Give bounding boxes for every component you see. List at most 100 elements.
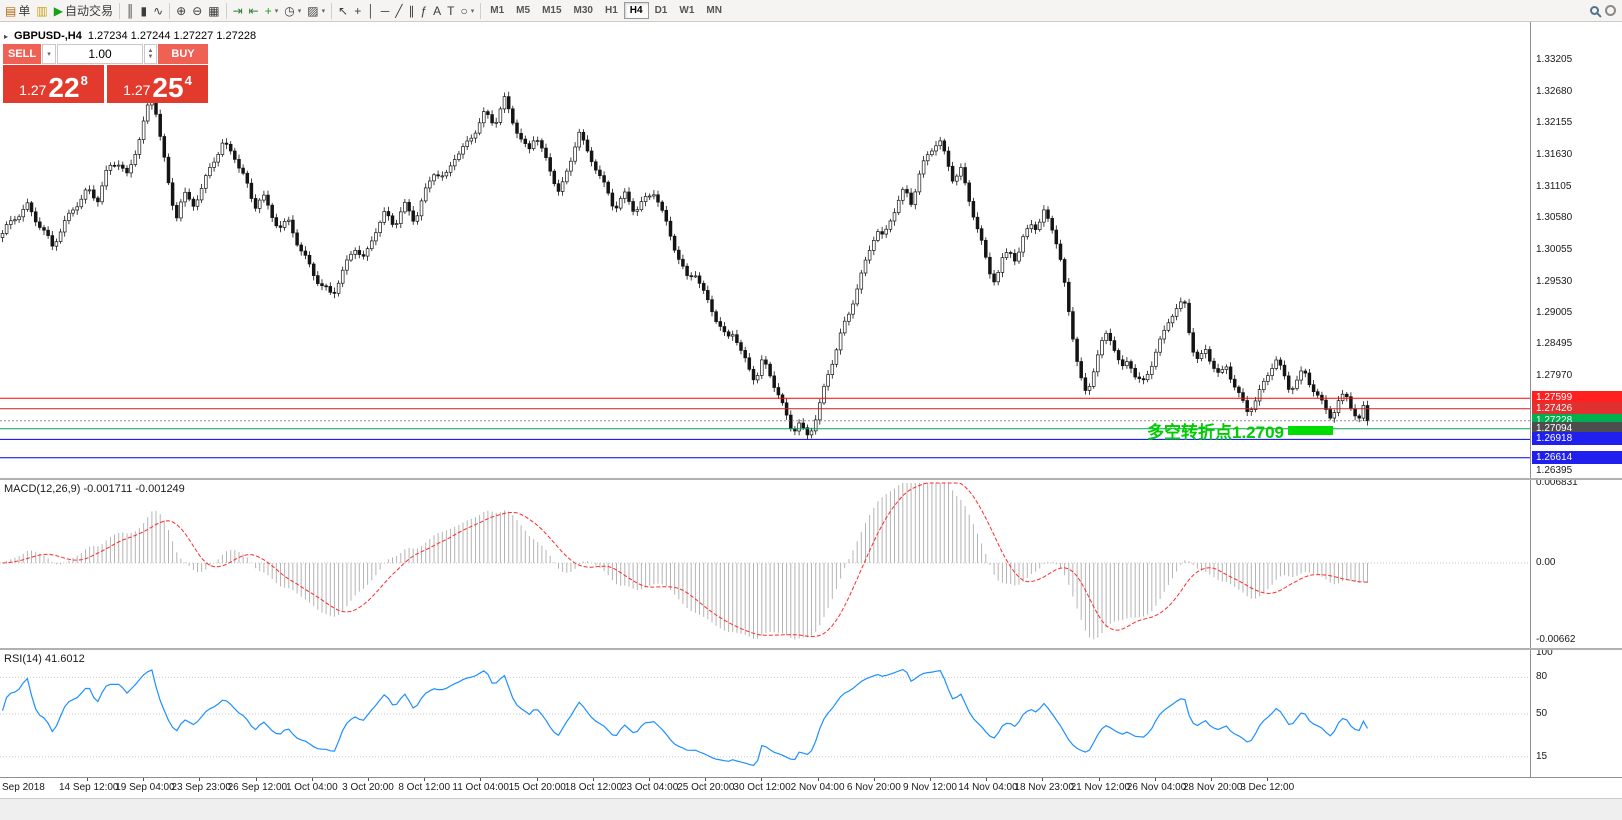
toolbar: ▤ 单 ▥ ▶ 自动交易 ║ ▮ ∿ ⊕ ⊖ ▦ ⇥ ⇤ + ▾ ◷ ▾ ▨ ▾ ↖ + │ ─ ╱ ∥ ƒ A T ○ ▾ M1 M5 M15… (0, 0, 1622, 22)
charts-grid-icon[interactable]: ▥ (33, 1, 50, 20)
price-scale-label: 1.29005 (1536, 307, 1573, 319)
buy-price-prefix: 1.27 (123, 82, 151, 98)
timeframe-m30[interactable]: M30 (573, 5, 593, 16)
rsi-scale-label: 15 (1536, 750, 1548, 762)
one-click-collapse-icon[interactable]: ▸ (4, 31, 9, 41)
sell-button[interactable]: SELL (3, 44, 41, 64)
panel-separator[interactable] (0, 648, 1622, 650)
volume-input[interactable]: 1.00 (57, 44, 143, 64)
autotrade-button: ▶ (53, 3, 63, 18)
time-tick (368, 778, 369, 781)
volume-stepper[interactable]: ▲ ▼ (144, 44, 157, 64)
timeframe-m5[interactable]: M5 (516, 5, 531, 16)
window-bottom-strip (0, 798, 1622, 820)
time-tick (986, 778, 988, 781)
templates-icon: ▨ (307, 3, 319, 18)
price-axis[interactable]: 1.33205 1.32680 1.32155 1.31630 1.31105 1.305… (1530, 22, 1622, 777)
time-tick (424, 778, 426, 781)
macd-panel[interactable] (0, 480, 1530, 648)
trendline-icon: ╱ (395, 3, 403, 18)
time-scale-label: 6 Nov 20:00 (846, 782, 901, 793)
community-icon[interactable] (1605, 5, 1616, 16)
bar-chart-icon: ║ (125, 3, 135, 18)
rsi-label: RSI(14) 41.6012 (4, 653, 85, 665)
line-chart-icon: ∿ (153, 3, 164, 18)
time-scale-label: 23 Oct 04:00 (621, 782, 679, 793)
tile-windows-icon[interactable]: ▦ (205, 1, 222, 20)
timeframe-d1[interactable]: D1 (654, 5, 668, 16)
cursor-icon[interactable]: ↖ (335, 1, 351, 20)
text-icon: A (433, 3, 442, 18)
bar-chart-icon[interactable]: ║ (123, 1, 138, 20)
price-scale-label: 1.28495 (1536, 338, 1573, 350)
time-scale-label: 1 Oct 04:00 (285, 782, 338, 793)
sell-price-button[interactable]: 1.27 22 8 (3, 65, 104, 103)
chart-shift-icon: ⇤ (248, 3, 259, 18)
time-tick (930, 778, 931, 781)
vertical-line-icon[interactable]: │ (364, 1, 378, 20)
auto-scroll-icon: ⇥ (232, 3, 243, 18)
timeframe-h1[interactable]: H1 (604, 5, 618, 16)
autotrade-button[interactable]: ▶ 自动交易 (51, 1, 116, 20)
timeframe-m1[interactable]: M1 (490, 5, 505, 16)
macd-label: MACD(12,26,9) -0.001711 -0.001249 (4, 483, 185, 495)
text-icon[interactable]: A (430, 1, 444, 20)
macd-scale-label: 0.00 (1536, 557, 1556, 568)
zoom-out-icon: ⊖ (192, 3, 203, 18)
buy-price-button[interactable]: 1.27 25 4 (107, 65, 208, 103)
timeframe-w1[interactable]: W1 (679, 5, 695, 16)
panel-separator[interactable] (0, 478, 1622, 480)
chevron-down-icon: ▾ (470, 7, 475, 15)
indicators-add-icon[interactable]: + ▾ (262, 1, 282, 20)
horizontal-line-icon: ─ (380, 3, 390, 18)
new-order-button[interactable]: ▤ 单 (2, 1, 33, 20)
turning-point-annotation[interactable]: 多空转折点1.2709 (1147, 423, 1284, 443)
chart-workspace: ▸ GBPUSD-,H4 1.27234 1.27244 1.27227 1.2… (0, 22, 1622, 820)
toolbar-separator (118, 2, 120, 19)
buy-button[interactable]: BUY (158, 44, 208, 64)
chevron-down-icon: ▾ (321, 7, 326, 15)
templates-icon[interactable]: ▨ ▾ (304, 1, 328, 20)
timeframe-mn[interactable]: MN (706, 5, 722, 16)
timeframe-m15[interactable]: M15 (542, 5, 562, 16)
time-tick (311, 778, 313, 781)
equidistant-channel-icon[interactable]: ∥ (405, 1, 417, 20)
label-icon[interactable]: T (444, 1, 457, 20)
candlestick-chart-icon[interactable]: ▮ (137, 1, 150, 20)
shapes-icon[interactable]: ○ ▾ (458, 1, 478, 20)
chart-ohlc-values: 1.27234 1.27244 1.27227 1.27228 (87, 30, 257, 42)
price-tag: 1.27094 (1532, 421, 1622, 435)
rsi-panel[interactable] (0, 650, 1530, 777)
new-order-button-label: 单 (18, 4, 31, 18)
charts-grid-icon: ▥ (36, 3, 48, 18)
time-scale-label: 28 Nov 20:00 (1183, 782, 1243, 793)
price-scale-label: 1.27970 (1536, 369, 1573, 381)
macd-scale-label: -0.00662 (1536, 634, 1576, 646)
time-tick (1267, 778, 1269, 781)
line-chart-icon[interactable]: ∿ (150, 1, 166, 20)
time-axis[interactable]: Sep 2018 14 Sep 12:00 19 Sep 04:00 23 Sep 2… (0, 777, 1622, 798)
fibonacci-icon[interactable]: ƒ (417, 1, 430, 20)
crosshair-icon[interactable]: + (351, 1, 364, 20)
time-scale-label: 2 Nov 04:00 (790, 782, 845, 793)
time-scale-label: 3 Oct 20:00 (342, 782, 394, 793)
time-scale-label: 9 Nov 12:00 (903, 782, 957, 793)
chart-shift-icon[interactable]: ⇤ (246, 1, 262, 20)
price-chart[interactable] (0, 22, 1530, 478)
trendline-icon[interactable]: ╱ (392, 1, 405, 20)
zoom-out-icon[interactable]: ⊖ (189, 1, 205, 20)
chevron-down-icon: ▾ (297, 7, 302, 15)
crosshair-icon: + (354, 3, 362, 18)
price-scale-label: 1.26395 (1536, 464, 1573, 476)
vertical-line-icon: │ (367, 3, 375, 18)
search-icon[interactable] (1590, 6, 1599, 15)
timeframe-h4[interactable]: H4 (623, 2, 649, 19)
horizontal-line-icon[interactable]: ─ (378, 1, 393, 20)
zoom-in-icon[interactable]: ⊕ (173, 1, 189, 20)
time-tick (1098, 778, 1100, 781)
auto-scroll-icon[interactable]: ⇥ (230, 1, 246, 20)
sell-dropdown-icon[interactable]: ▾ (42, 44, 56, 64)
turning-point-highlight-rect[interactable] (1288, 426, 1333, 436)
periods-icon[interactable]: ◷ ▾ (281, 1, 304, 20)
